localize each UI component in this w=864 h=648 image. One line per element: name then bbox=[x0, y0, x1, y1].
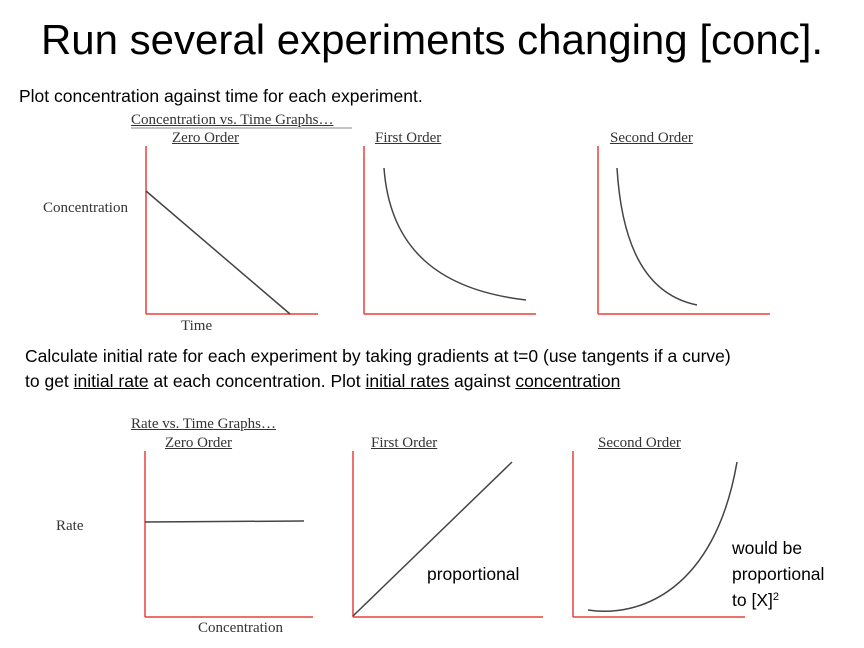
instruction-text: to get bbox=[25, 371, 74, 391]
superscript-2: 2 bbox=[772, 591, 779, 603]
rate-first-order-title: First Order bbox=[371, 435, 438, 451]
rate-second-order-title: Second Order bbox=[598, 435, 681, 451]
annotation-line: would be bbox=[732, 538, 803, 558]
rate-xlabel: Concentration bbox=[198, 620, 283, 636]
conc-zero-order-line bbox=[145, 190, 291, 315]
instruction-text: at each concentration. Plot bbox=[148, 371, 366, 391]
rate-first-order-graph bbox=[352, 451, 543, 618]
conc-zero-order-title: Zero Order bbox=[172, 130, 240, 146]
rate-zero-order-title: Zero Order bbox=[165, 435, 233, 451]
rate-second-order-graph bbox=[572, 451, 745, 618]
conc-xlabel: Time bbox=[181, 318, 213, 334]
annotation-line: to [X]2 bbox=[732, 590, 779, 610]
concentration-underlined: concentration bbox=[515, 371, 621, 391]
conc-second-order-title: Second Order bbox=[610, 130, 693, 146]
rate-first-order-line bbox=[352, 461, 513, 617]
conc-time-heading: Concentration vs. Time Graphs… bbox=[131, 112, 334, 128]
slide-title: Run several experiments changing [conc]. bbox=[40, 16, 824, 63]
conc-second-order-graph bbox=[597, 146, 770, 315]
conc-second-order-curve bbox=[616, 167, 698, 306]
rate-heading: Rate vs. Time Graphs… bbox=[131, 416, 277, 432]
rate-zero-order-graph bbox=[144, 451, 313, 618]
rate-second-order-curve bbox=[587, 461, 738, 612]
initial-rate-underlined: initial rate bbox=[73, 371, 149, 391]
rate-zero-order-line bbox=[144, 520, 305, 523]
annotation-line: proportional bbox=[732, 564, 825, 584]
instruction-calculate-line2: to get initial rate at each concentratio… bbox=[25, 369, 620, 393]
second-order-annotation: would be proportional to [X]2 bbox=[732, 535, 824, 613]
instruction-plot-concentration: Plot concentration against time for each… bbox=[19, 86, 423, 106]
instruction-text: against bbox=[449, 371, 516, 391]
proportional-annotation: proportional bbox=[427, 564, 520, 584]
conc-first-order-graph bbox=[363, 146, 536, 315]
conc-first-order-title: First Order bbox=[375, 130, 442, 146]
conc-zero-order-graph bbox=[145, 146, 318, 315]
conc-first-order-curve bbox=[383, 167, 527, 301]
rate-ylabel: Rate bbox=[56, 518, 84, 534]
conc-ylabel: Concentration bbox=[43, 200, 128, 216]
initial-rates-underlined: initial rates bbox=[365, 371, 450, 391]
instruction-calculate-line1: Calculate initial rate for each experime… bbox=[25, 346, 731, 366]
